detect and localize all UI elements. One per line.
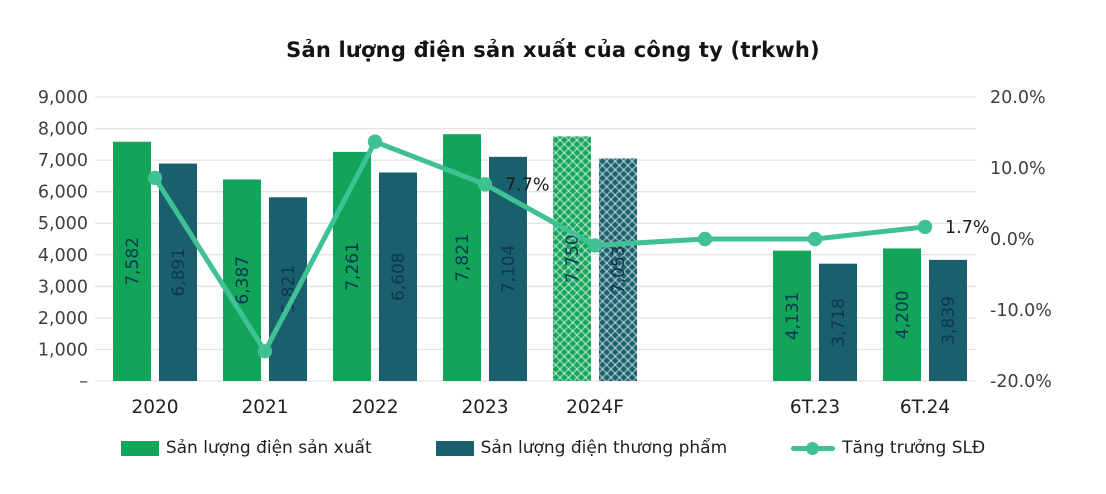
legend-label-growth: Tăng trưởng SLĐ (842, 438, 986, 458)
y-axis-right-tick: 10.0% (990, 159, 1046, 179)
x-axis-label: 6T.23 (790, 397, 840, 418)
y-axis-left-tick: 2,000 (38, 309, 88, 329)
legend-label-production: Sản lượng điện sản xuất (165, 438, 372, 458)
y-axis-left-tick: – (79, 372, 88, 392)
bar-commercial-2022 (379, 172, 417, 381)
y-axis-right-tick: -10.0% (990, 301, 1052, 321)
bar-value-label: 3,839 (939, 296, 959, 345)
bar-value-label: 6,891 (169, 248, 189, 297)
bar-commercial-6T.24 (929, 259, 967, 381)
bar-value-label: 3,718 (829, 298, 849, 347)
line-swatch-marker-icon (806, 441, 820, 455)
growth-line-marker (477, 177, 493, 192)
bar-commercial-2021 (269, 197, 307, 381)
bar-commercial-2024F (599, 158, 637, 381)
y-axis-left-tick: 3,000 (38, 277, 88, 297)
y-axis-left-tick: 7,000 (38, 151, 88, 171)
bar-value-label: 4,200 (893, 290, 913, 339)
growth-line-marker (587, 238, 603, 253)
y-axis-left-tick: 4,000 (38, 246, 88, 266)
legend-label-commercial: Sản lượng điện thương phẩm (480, 438, 728, 458)
y-axis-right-tick: -20.0% (990, 372, 1052, 392)
line-point-annotation: 7.7% (505, 175, 549, 195)
line-point-annotation: 1.7% (945, 218, 989, 238)
bar-value-label: 7,750 (563, 234, 583, 283)
y-axis-left-tick: 9,000 (38, 88, 88, 108)
x-axis-label: 2020 (131, 397, 178, 418)
growth-line-marker (917, 219, 933, 235)
growth-line-marker (807, 231, 823, 247)
bar-value-label: 7,053 (609, 245, 629, 294)
x-axis-label: 2024F (566, 397, 624, 418)
y-axis-left-tick: 5,000 (38, 214, 88, 234)
legend-item-growth: Tăng trưởng SLĐ (791, 438, 985, 458)
x-axis-label: 2022 (351, 397, 398, 418)
bar-value-label: 7,821 (453, 233, 473, 282)
growth-line (152, 139, 928, 354)
y-axis-left-tick: 1,000 (38, 340, 88, 360)
bar-production-6T.24 (883, 248, 921, 381)
legend: Sản lượng điện sản xuất Sản lượng điện t… (0, 438, 1106, 458)
bar-value-label: 4,131 (783, 291, 803, 340)
bar-commercial-2023 (489, 156, 527, 381)
y-axis-right-tick: 20.0% (990, 88, 1046, 108)
x-axis-label: 2021 (241, 397, 288, 418)
legend-swatch-commercial-bar (435, 440, 474, 456)
y-axis-left-tick: 6,000 (38, 183, 88, 203)
growth-line-marker (367, 134, 383, 149)
bar-value-label: 6,608 (389, 252, 409, 301)
growth-line-marker (257, 343, 273, 359)
bar-production-6T.23 (773, 250, 811, 381)
legend-item-production: Sản lượng điện sản xuất (120, 438, 372, 458)
chart-title: Sản lượng điện sản xuất của công ty (trk… (286, 38, 820, 62)
bar-production-2024F (553, 136, 591, 381)
bar-value-label: 7,582 (123, 237, 143, 286)
growth-line-marker (147, 170, 163, 186)
x-axis-label: 2023 (461, 397, 508, 418)
bar-commercial-2020 (159, 163, 197, 381)
y-axis-right-tick: 0.0% (990, 230, 1034, 250)
legend-swatch-production-bar (120, 440, 159, 456)
legend-swatch-growth-line (791, 441, 836, 456)
legend-item-commercial: Sản lượng điện thương phẩm (435, 438, 728, 458)
bar-commercial-6T.23 (819, 263, 857, 381)
y-axis-left-tick: 8,000 (38, 120, 88, 140)
x-axis-label: 6T.24 (900, 397, 950, 418)
growth-line-marker (697, 231, 713, 247)
bar-value-label: 7,261 (343, 242, 363, 291)
bar-value-label: 6,387 (233, 256, 253, 305)
bar-production-2021 (223, 179, 261, 381)
bar-value-label: 7,104 (499, 245, 519, 294)
bar-production-2020 (113, 141, 151, 381)
